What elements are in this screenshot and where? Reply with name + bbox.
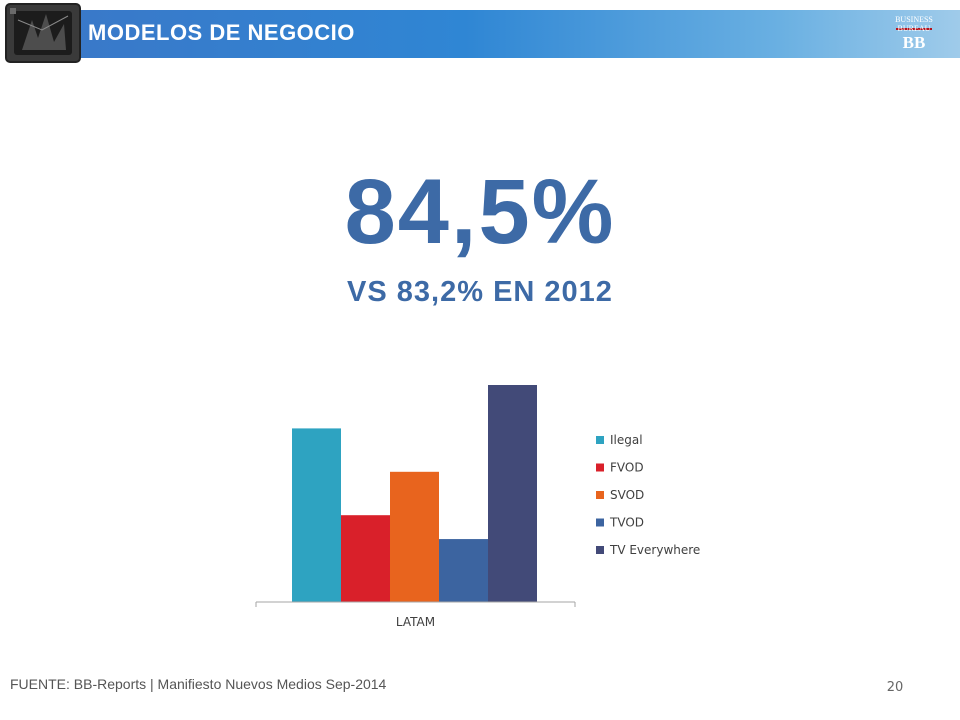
chart-axis: LATAM bbox=[255, 601, 576, 629]
brand-logo-text: BUSINESS BUREAU bbox=[895, 15, 933, 33]
legend-label: TVOD bbox=[609, 516, 644, 530]
legend-label: SVOD bbox=[610, 488, 644, 502]
legend-label: FVOD bbox=[610, 461, 644, 475]
chart-legend: Ilegal FVOD SVOD TVOD TV Everywhere bbox=[596, 433, 700, 557]
legend-label: TV Everywhere bbox=[609, 543, 700, 557]
tv-icon bbox=[5, 3, 81, 63]
header-title: MODELOS DE NEGOCIO bbox=[88, 20, 355, 45]
legend-swatch bbox=[596, 546, 604, 554]
headline-comparison: VS 83,2% EN 2012 bbox=[347, 276, 613, 308]
bar-ilegal bbox=[292, 428, 341, 602]
bar-fvod bbox=[341, 515, 390, 602]
bar-tv-everywhere bbox=[488, 385, 537, 602]
footer-source: FUENTE: BB-Reports | Manifiesto Nuevos M… bbox=[10, 676, 387, 692]
chart-bars bbox=[292, 385, 537, 602]
page-number: 20 bbox=[886, 680, 904, 695]
brand-logo bbox=[896, 28, 932, 30]
legend-swatch bbox=[596, 463, 604, 472]
headline-value: 84,5% bbox=[344, 161, 616, 263]
legend-swatch bbox=[596, 436, 604, 444]
brand-logo-mark: BB bbox=[902, 33, 926, 52]
bar-tvod bbox=[439, 539, 488, 602]
legend-swatch bbox=[596, 518, 604, 527]
bar-svod bbox=[390, 471, 439, 602]
header-bar bbox=[60, 10, 960, 58]
legend-swatch bbox=[596, 491, 604, 499]
legend-label: Ilegal bbox=[610, 433, 643, 447]
x-tick-label: LATAM bbox=[396, 615, 435, 629]
